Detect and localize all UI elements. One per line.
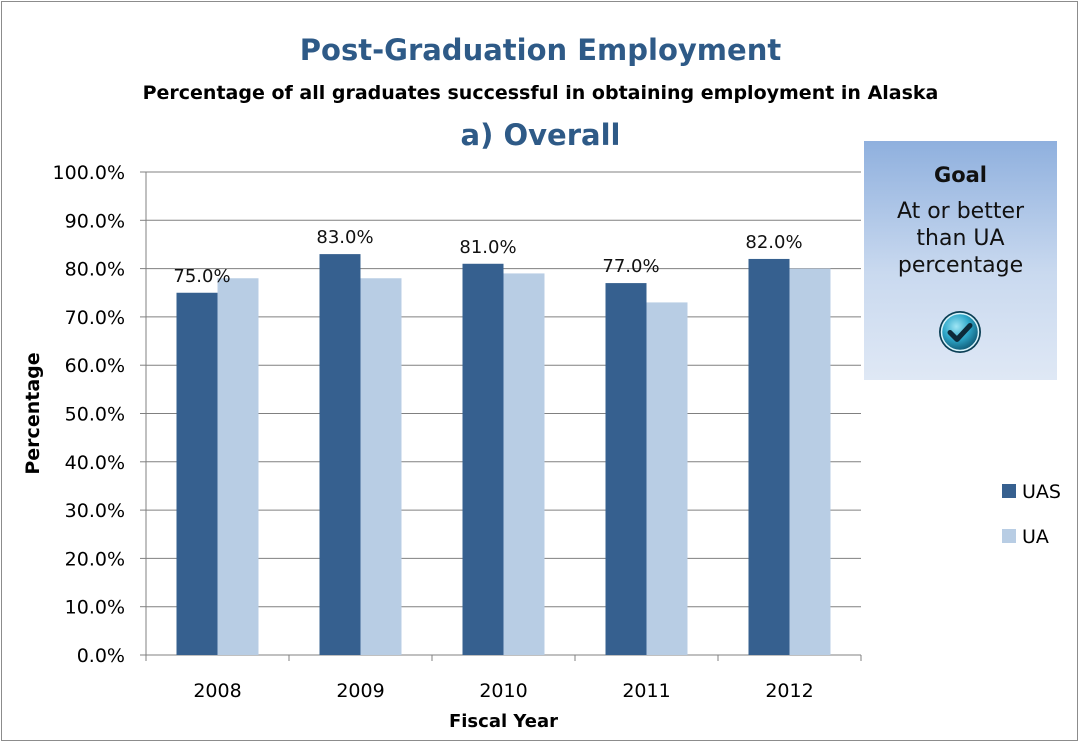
bar-uas-2012 bbox=[748, 258, 790, 655]
bar-uas-2010 bbox=[462, 263, 504, 655]
x-axis-label: Fiscal Year bbox=[449, 711, 558, 732]
data-label: 83.0% bbox=[316, 227, 373, 248]
y-tick-label: 70.0% bbox=[65, 307, 125, 329]
data-label: 81.0% bbox=[459, 237, 516, 258]
y-tick-label: 60.0% bbox=[65, 355, 125, 377]
x-tick-label: 2008 bbox=[193, 680, 241, 702]
legend-item-ua: UA bbox=[1002, 526, 1049, 548]
y-tick-label: 100.0% bbox=[53, 162, 125, 184]
bar-uas-2011 bbox=[605, 283, 647, 655]
bar-ua-2011 bbox=[646, 302, 688, 655]
legend-item-uas: UAS bbox=[1002, 481, 1061, 503]
y-tick-label: 80.0% bbox=[65, 259, 125, 281]
y-axis-label: Percentage bbox=[22, 352, 44, 474]
data-label: 75.0% bbox=[173, 266, 230, 287]
legend-label-uas: UAS bbox=[1022, 481, 1061, 503]
legend-label-ua: UA bbox=[1022, 526, 1049, 548]
x-tick-label: 2009 bbox=[336, 680, 384, 702]
legend-swatch-ua bbox=[1002, 528, 1016, 543]
bar-ua-2008 bbox=[217, 278, 259, 655]
y-tick-label: 40.0% bbox=[65, 452, 125, 474]
y-tick-label: 20.0% bbox=[65, 548, 125, 570]
y-tick-label: 0.0% bbox=[77, 645, 125, 667]
bar-uas-2009 bbox=[319, 254, 361, 656]
bar-ua-2010 bbox=[503, 273, 545, 655]
x-tick-label: 2010 bbox=[479, 680, 527, 702]
check-circle-icon bbox=[939, 311, 981, 353]
chart-subtitle: Percentage of all graduates successful i… bbox=[142, 82, 939, 104]
x-tick-label: 2011 bbox=[622, 680, 670, 702]
bar-ua-2009 bbox=[360, 278, 402, 655]
legend-swatch-uas bbox=[1002, 483, 1016, 498]
chart-title: Post-Graduation Employment bbox=[299, 33, 782, 67]
y-tick-label: 90.0% bbox=[65, 210, 125, 232]
panel-title: a) Overall bbox=[460, 118, 621, 152]
bar-uas-2008 bbox=[176, 292, 218, 655]
data-label: 77.0% bbox=[602, 256, 659, 277]
goal-text: At or better than UA percentage bbox=[896, 199, 1025, 278]
y-tick-label: 30.0% bbox=[65, 500, 125, 522]
goal-heading: Goal bbox=[933, 163, 988, 187]
x-tick-label: 2012 bbox=[765, 680, 813, 702]
y-tick-label: 10.0% bbox=[65, 597, 125, 619]
y-tick-label: 50.0% bbox=[65, 404, 125, 426]
data-label: 82.0% bbox=[745, 232, 802, 253]
goal-callout: Goal At or better than UA percentage bbox=[864, 141, 1057, 380]
bar-ua-2012 bbox=[789, 268, 831, 655]
